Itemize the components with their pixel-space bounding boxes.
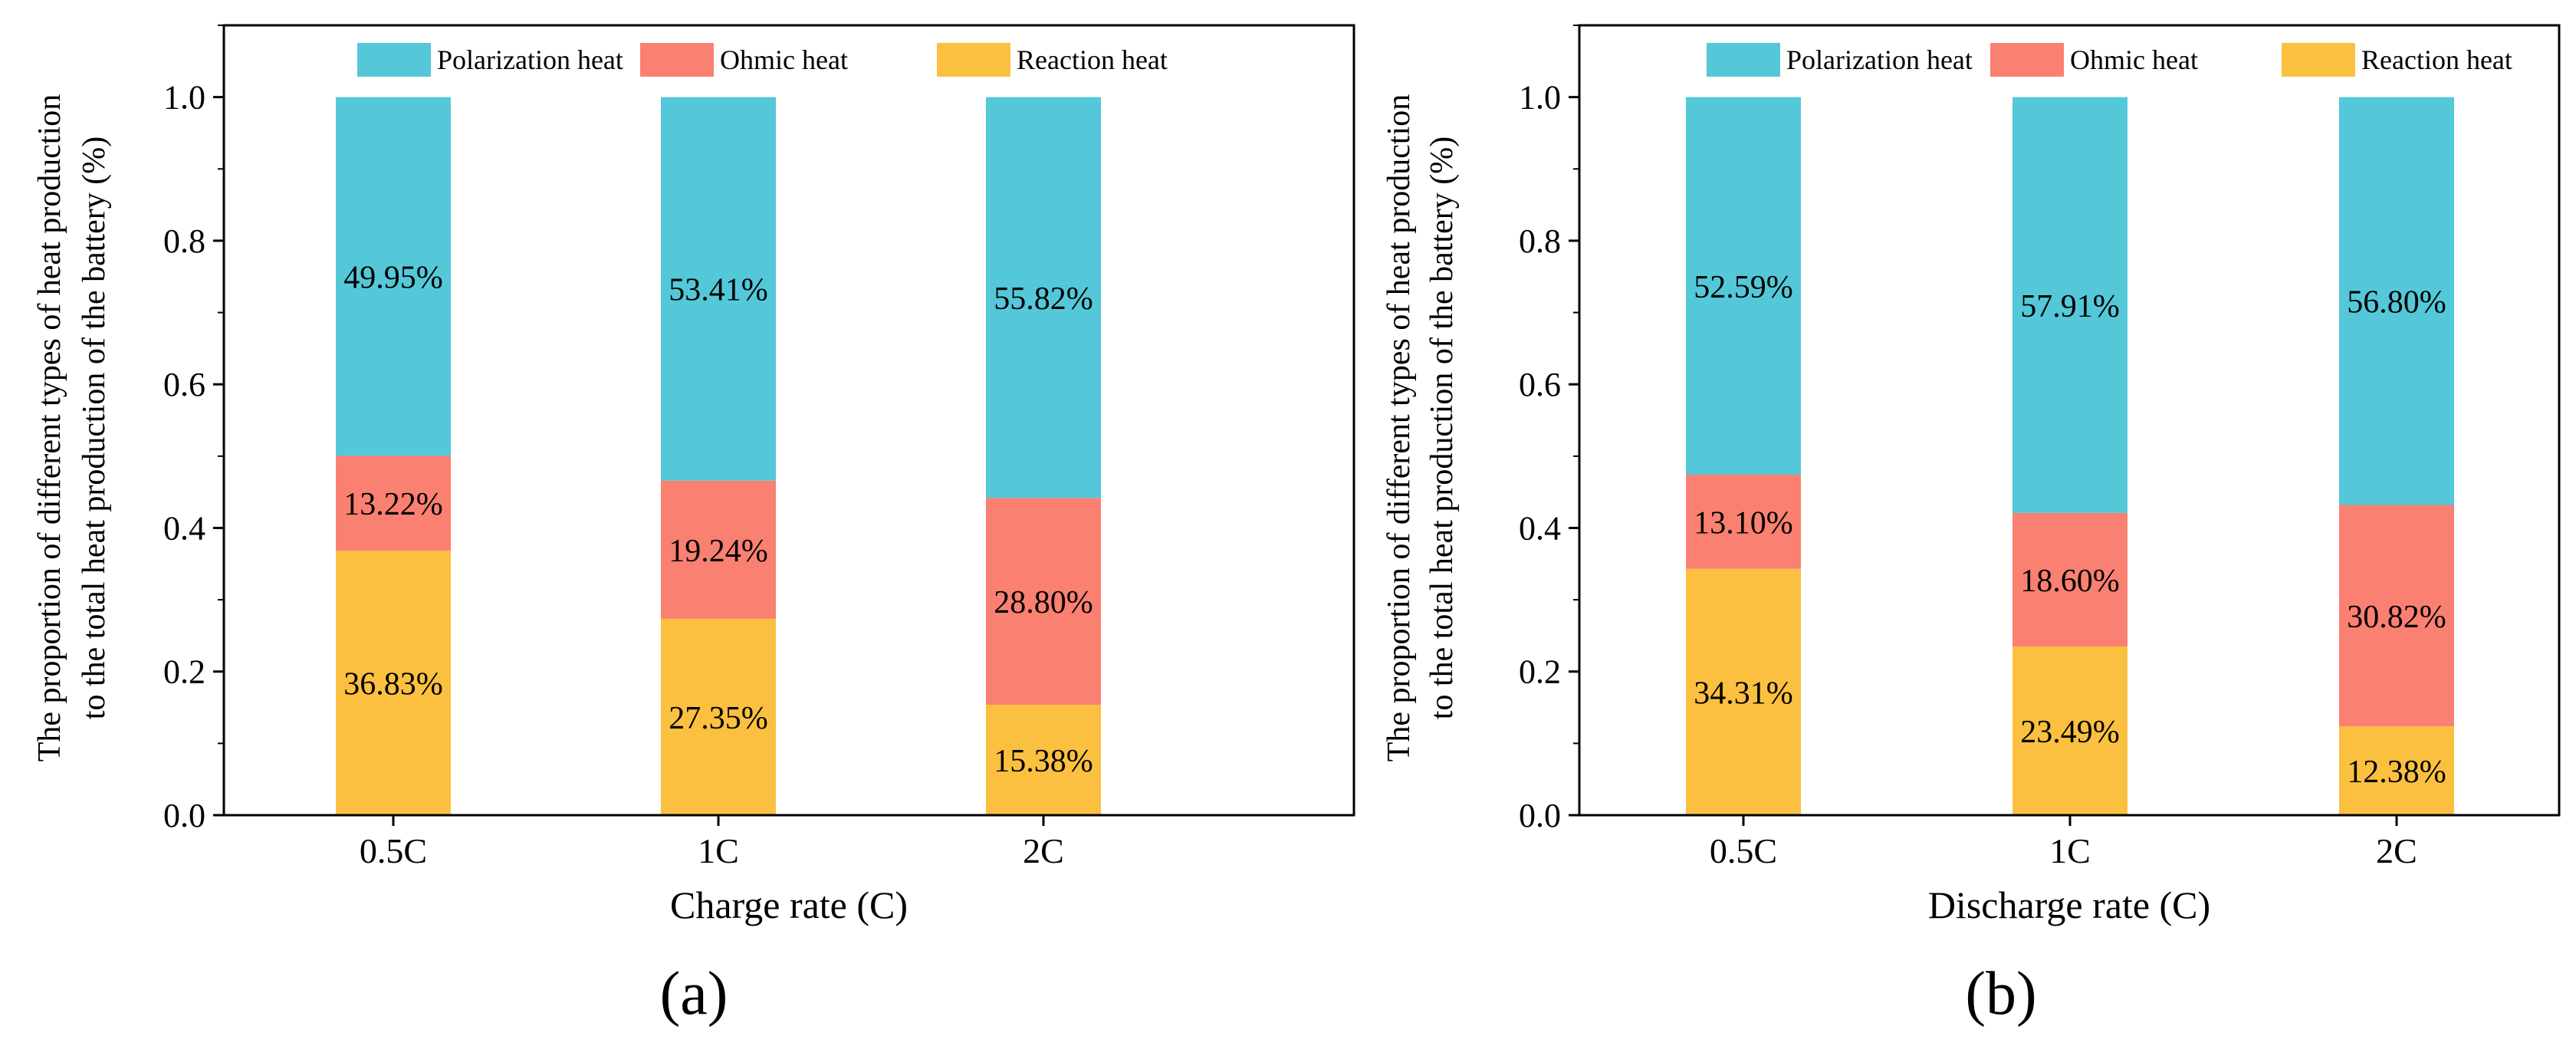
legend-swatch-ohmic: [640, 43, 714, 77]
data-label-reaction-2C: 15.38%: [994, 744, 1093, 779]
x-tick-label: 1C: [2049, 831, 2091, 870]
legend-swatch-reaction: [2282, 43, 2355, 77]
bar-reaction-2C: [2339, 726, 2454, 815]
data-label-polarization-2C: 56.80%: [2347, 285, 2446, 321]
bar-reaction-1C: [2013, 646, 2128, 815]
y-tick-label: 0.4: [163, 509, 205, 547]
x-tick-label: 0.5C: [1710, 831, 1777, 870]
x-axis-title: Charge rate (C): [670, 883, 908, 926]
data-label-ohmic-1C: 19.24%: [669, 534, 768, 569]
bar-polarization-2C: [2339, 97, 2454, 505]
y-tick-label: 0.6: [1519, 366, 1561, 403]
bar-polarization-2C: [986, 97, 1101, 498]
x-tick-label: 2C: [2376, 831, 2417, 870]
data-label-polarization-0_5C: 49.95%: [343, 260, 443, 295]
data-label-ohmic-0_5C: 13.10%: [1694, 505, 1793, 541]
y-tick-label: 1.0: [1519, 79, 1561, 117]
data-label-polarization-0_5C: 52.59%: [1694, 270, 1793, 305]
data-label-reaction-2C: 12.38%: [2347, 755, 2446, 790]
data-label-ohmic-1C: 18.60%: [2020, 564, 2120, 599]
y-tick-label: 0.4: [1519, 509, 1561, 547]
bar-ohmic-1C: [661, 480, 776, 619]
panel-label: (a): [660, 960, 728, 1028]
bar-ohmic-1C: [2013, 512, 2128, 647]
bar-reaction-0_5C: [1686, 568, 1801, 815]
legend-swatch-ohmic: [1990, 43, 2064, 77]
chart-panel-a: 36.83% 13.22% 49.95% 27.35% 19.24% 53.41% 15.3…: [32, 24, 1355, 1028]
data-label-reaction-0_5C: 36.83%: [343, 667, 443, 702]
bar-ohmic-2C: [986, 498, 1101, 705]
y-tick-label: 0.2: [163, 653, 205, 691]
data-label-reaction-0_5C: 34.31%: [1694, 676, 1793, 711]
y-axis-title-line2: to the total heat production of the batt…: [1424, 137, 1460, 719]
data-label-reaction-1C: 27.35%: [669, 701, 768, 736]
bar-ohmic-2C: [2339, 505, 2454, 727]
bar-reaction-1C: [661, 618, 776, 815]
data-label-polarization-1C: 57.91%: [2020, 289, 2120, 324]
x-axis-title: Discharge rate (C): [1928, 883, 2210, 926]
bar-polarization-1C: [661, 97, 776, 481]
bar-polarization-0_5C: [336, 97, 451, 456]
bar-ohmic-0_5C: [336, 456, 451, 551]
y-axis-title-line2: to the total heat production of the batt…: [77, 137, 112, 719]
chart-panel-b: 34.31% 13.10% 52.59% 23.49% 18.60% 57.91% 12.3…: [1382, 24, 2561, 1028]
data-label-reaction-1C: 23.49%: [2020, 715, 2120, 750]
data-label-polarization-2C: 55.82%: [994, 281, 1093, 317]
y-tick-label: 1.0: [163, 79, 205, 117]
bar-ohmic-0_5C: [1686, 475, 1801, 569]
y-tick-label: 0.0: [1519, 797, 1561, 834]
data-label-ohmic-2C: 28.80%: [994, 585, 1093, 620]
y-tick-label: 0.8: [163, 222, 205, 260]
axes-frame: [222, 24, 1355, 817]
y-tick-label: 0.0: [163, 797, 205, 834]
y-axis-title-line1: The proportion of different types of hea…: [1382, 94, 1417, 761]
bar-polarization-0_5C: [1686, 97, 1801, 475]
y-tick-label: 0.8: [1519, 222, 1561, 260]
y-tick-label: 0.6: [163, 366, 205, 403]
legend-swatch-reaction: [937, 43, 1010, 77]
data-label-polarization-1C: 53.41%: [669, 273, 768, 308]
bar-polarization-1C: [2013, 97, 2128, 513]
legend-label-ohmic: Ohmic heat: [720, 44, 848, 75]
legend-label-polarization: Polarization heat: [437, 44, 623, 75]
x-tick-label: 2C: [1023, 831, 1064, 870]
legend-label-ohmic: Ohmic heat: [2070, 44, 2198, 75]
bar-reaction-0_5C: [336, 551, 451, 815]
x-tick-label: 1C: [698, 831, 739, 870]
x-tick-label: 0.5C: [360, 831, 427, 870]
y-axis-title-line1: The proportion of different types of hea…: [32, 94, 67, 761]
legend-swatch-polarization: [1707, 43, 1780, 77]
data-label-ohmic-0_5C: 13.22%: [343, 487, 443, 522]
legend-label-reaction: Reaction heat: [2361, 44, 2512, 75]
y-tick-label: 0.2: [1519, 653, 1561, 691]
data-label-ohmic-2C: 30.82%: [2347, 600, 2446, 635]
legend-label-reaction: Reaction heat: [1017, 44, 1168, 75]
bar-reaction-2C: [986, 704, 1101, 815]
legend-swatch-polarization: [357, 43, 431, 77]
legend-label-polarization: Polarization heat: [1786, 44, 1973, 75]
panel-label: (b): [1965, 960, 2036, 1028]
